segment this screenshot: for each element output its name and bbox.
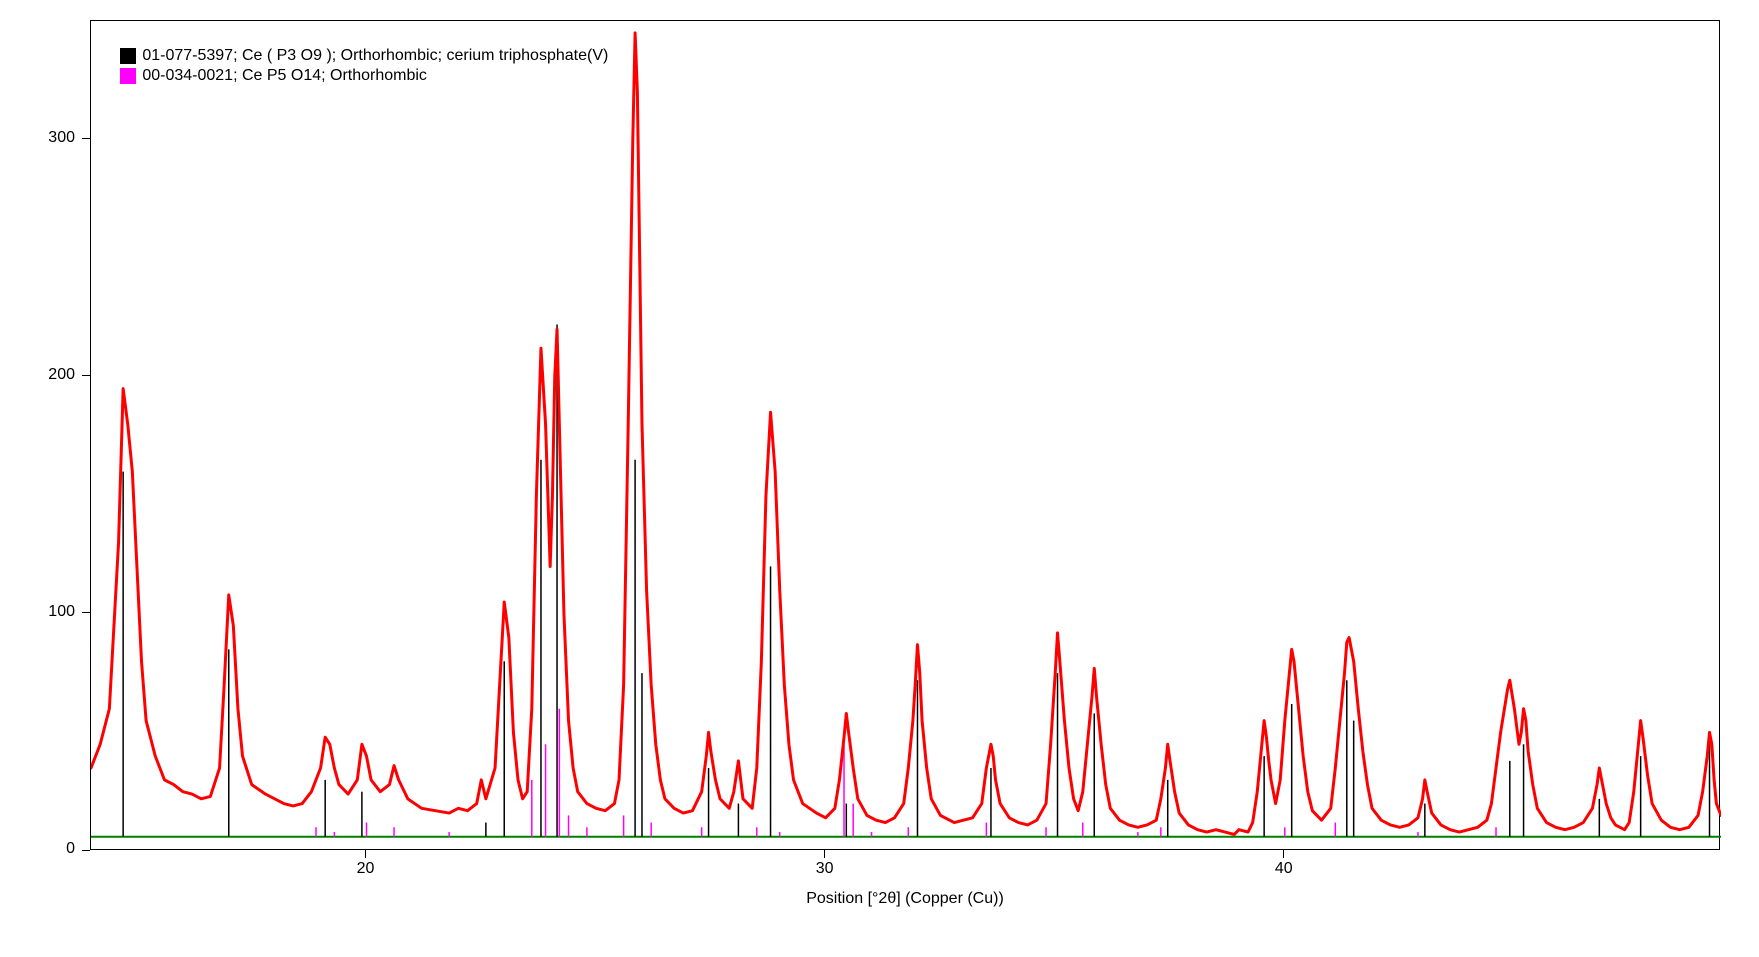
y-tick — [82, 850, 90, 851]
y-tick-label: 100 — [35, 603, 75, 621]
x-axis-label-text: Position [°2θ] (Copper (Cu)) — [806, 890, 1004, 907]
x-tick-label: 20 — [350, 860, 380, 878]
legend-text: 01-077-5397; Ce ( P3 O9 ); Orthorhombic;… — [142, 47, 608, 65]
y-tick-label: 0 — [35, 840, 75, 858]
x-tick — [824, 850, 825, 858]
legend-swatch — [120, 48, 136, 64]
x-tick — [365, 850, 366, 858]
plot-area: 01-077-5397; Ce ( P3 O9 ); Orthorhombic;… — [90, 20, 1720, 850]
y-tick-label: 300 — [35, 129, 75, 147]
y-tick — [82, 375, 90, 376]
legend-swatch — [120, 68, 136, 84]
legend-item: 00-034-0021; Ce P5 O14; Orthorhombic — [120, 66, 608, 86]
x-tick-label: 30 — [810, 860, 840, 878]
y-tick-label: 200 — [35, 366, 75, 384]
chart-container: 01-077-5397; Ce ( P3 O9 ); Orthorhombic;… — [0, 0, 1759, 957]
y-tick — [82, 612, 90, 613]
plot-svg — [91, 21, 1721, 851]
x-tick-label: 40 — [1269, 860, 1299, 878]
legend-item: 01-077-5397; Ce ( P3 O9 ); Orthorhombic;… — [120, 46, 608, 66]
x-axis-label: Position [°2θ] (Copper (Cu)) — [90, 890, 1720, 908]
legend-text: 00-034-0021; Ce P5 O14; Orthorhombic — [142, 67, 427, 85]
y-tick — [82, 138, 90, 139]
legend: 01-077-5397; Ce ( P3 O9 ); Orthorhombic;… — [120, 46, 608, 86]
x-tick — [1283, 850, 1284, 858]
